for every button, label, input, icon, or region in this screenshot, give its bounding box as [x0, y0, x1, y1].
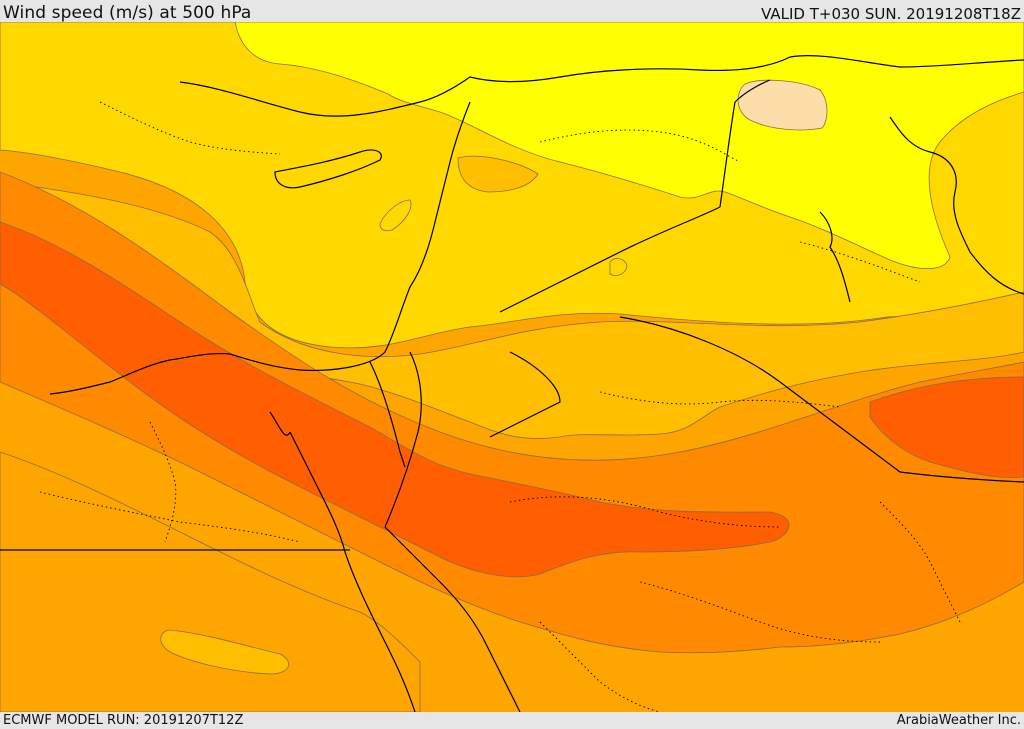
- mediterranean-east-coast: [299, 101, 471, 371]
- patch-syria: [457, 155, 539, 193]
- wind-speed-map: [0, 22, 1024, 712]
- gulf-aqaba-coast: [384, 351, 422, 528]
- band-northeast-yellow: [234, 22, 1024, 270]
- map-canvas: [0, 22, 1024, 712]
- persian-gulf-coast: [819, 211, 851, 303]
- model-run-label: ECMWF MODEL RUN: 20191207T12Z: [3, 713, 244, 728]
- map-title: Wind speed (m/s) at 500 hPa: [3, 3, 252, 23]
- patch-weak-wind: [737, 79, 828, 131]
- admin-border-6: [799, 241, 921, 283]
- red-sea-east-coast: [384, 526, 521, 712]
- patch-east-strong: [869, 376, 1024, 478]
- saudi-kuwait-border: [619, 316, 1024, 483]
- turkey-coast: [179, 55, 1024, 117]
- red-sea-west-coast: [289, 431, 416, 712]
- footer-bar: ECMWF MODEL RUN: 20191207T12Z ArabiaWeat…: [0, 712, 1024, 729]
- credit-label: ArabiaWeather Inc.: [896, 713, 1021, 728]
- gulf-suez-coast: [269, 411, 291, 436]
- title-bar: Wind speed (m/s) at 500 hPa VALID T+030 …: [0, 0, 1024, 23]
- patch-lebanon: [379, 199, 412, 232]
- admin-border-10: [99, 101, 281, 155]
- jordan-saudi-border: [489, 351, 561, 438]
- egypt-north-coast: [49, 352, 301, 395]
- valid-time-label: VALID T+030 SUN. 20191208T18Z: [761, 5, 1021, 23]
- band-mid-light: [0, 181, 1024, 439]
- saudi-iraq-border: [499, 206, 721, 313]
- band-southwest-light: [0, 451, 421, 712]
- iran-border: [889, 116, 1024, 295]
- band-strongest-core: [0, 221, 790, 578]
- sinai-border: [369, 361, 406, 468]
- coastlines: [0, 55, 1024, 712]
- admin-border-2: [599, 391, 841, 408]
- admin-border-5: [639, 581, 881, 643]
- patch-southwest-weak: [160, 629, 290, 675]
- admin-border-7: [149, 421, 177, 543]
- admin-border-3: [509, 496, 781, 528]
- admin-borders: [39, 101, 961, 712]
- patch-jordan: [609, 258, 628, 276]
- iraq-syria-border: [719, 79, 771, 208]
- cyprus-outline: [274, 149, 382, 189]
